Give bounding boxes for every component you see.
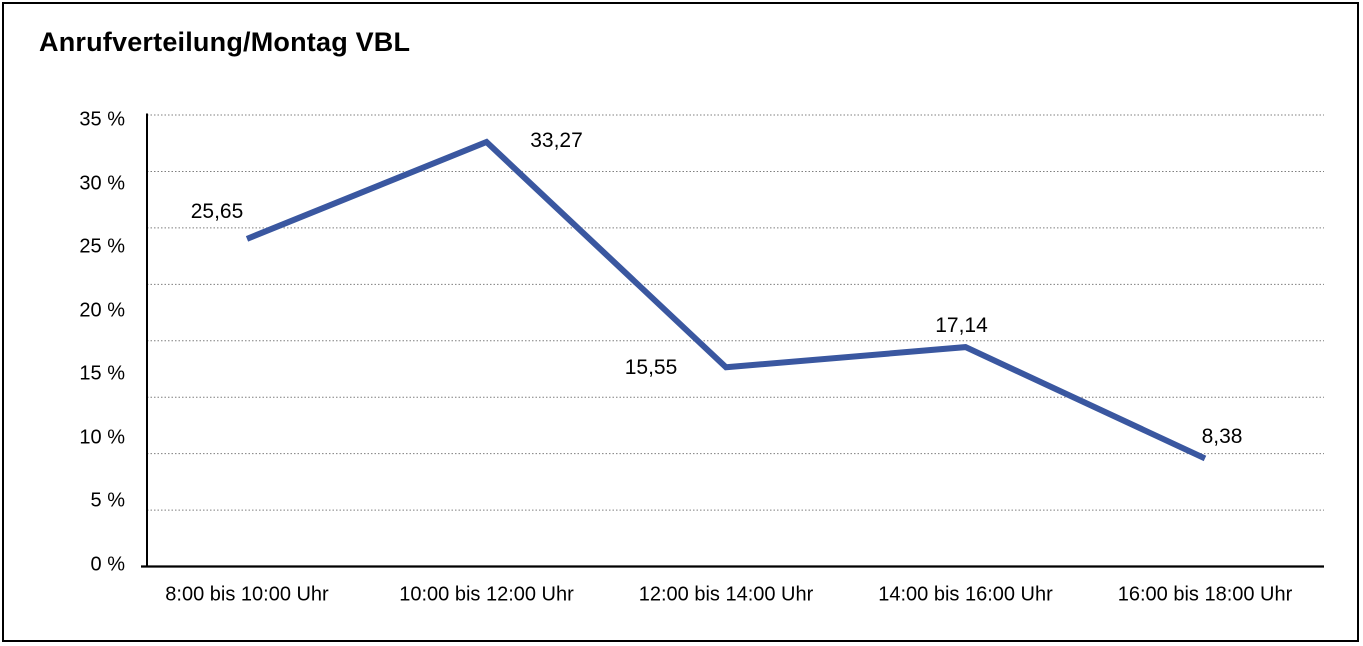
y-tick-label: 15 % <box>79 362 125 385</box>
y-tick-label: 35 % <box>79 108 125 131</box>
data-point-value-label: 25,65 <box>190 199 244 223</box>
y-tick-label: 5 % <box>90 489 125 512</box>
x-tick-label: 8:00 bis 10:00 Uhr <box>165 583 329 606</box>
data-point-value-label: 8,38 <box>1201 425 1243 449</box>
y-tick-label: 0 % <box>90 553 125 576</box>
y-tick-label: 20 % <box>79 299 125 322</box>
data-series-line <box>245 138 1207 462</box>
data-point-value-label: 15,55 <box>624 356 678 380</box>
chart-title: Anrufverteilung/Montag VBL <box>39 27 411 57</box>
x-tick-label: 10:00 bis 12:00 Uhr <box>399 583 574 606</box>
data-point-value-label: 33,27 <box>530 128 583 152</box>
x-tick-label: 12:00 bis 14:00 Uhr <box>638 583 814 606</box>
x-tick-label: 14:00 bis 16:00 Uhr <box>878 583 1053 606</box>
data-point-value-label: 17,14 <box>935 314 988 338</box>
y-tick-label: 30 % <box>79 172 125 195</box>
y-tick-label: 25 % <box>79 235 125 258</box>
y-tick-label: 10 % <box>79 426 125 449</box>
x-tick-label: 16:00 bis 18:00 Uhr <box>1117 583 1293 606</box>
